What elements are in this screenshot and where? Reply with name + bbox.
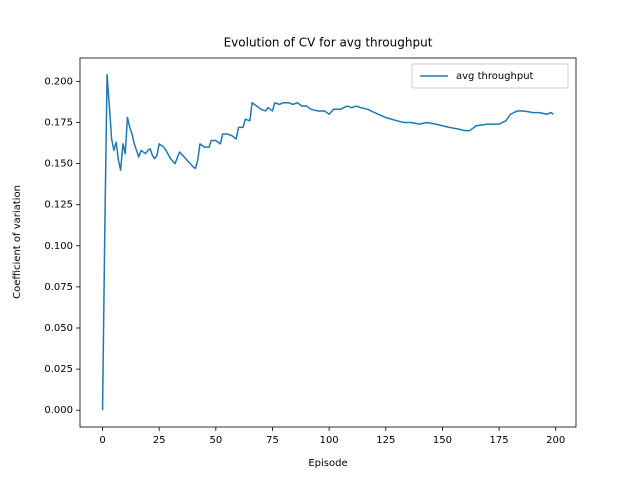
y-tick-label: 0.050 [44, 323, 73, 334]
x-tick-label: 125 [376, 435, 395, 446]
legend-label: avg throughput [456, 71, 534, 82]
x-tick-label: 150 [433, 435, 452, 446]
x-tick-label: 50 [209, 435, 222, 446]
y-tick-label: 0.175 [44, 117, 73, 128]
y-tick-label: 0.150 [44, 159, 73, 170]
x-tick-label: 100 [320, 435, 339, 446]
y-tick-label: 0.200 [44, 76, 73, 87]
y-axis-label: Coefficient of variation [12, 185, 23, 299]
x-tick-label: 0 [99, 435, 105, 446]
x-tick-label: 175 [490, 435, 509, 446]
x-tick-label: 25 [153, 435, 166, 446]
axes-frame [79, 57, 577, 428]
y-tick-label: 0.125 [44, 200, 73, 211]
y-tick-label: 0.100 [44, 241, 73, 252]
y-tick-label: 0.025 [44, 364, 73, 375]
x-tick-label: 75 [266, 435, 279, 446]
legend-box [411, 63, 569, 89]
y-tick-label: 0.075 [44, 282, 73, 293]
x-axis-label: Episode [308, 458, 347, 469]
data-line [101, 74, 554, 411]
y-tick-label: 0.000 [44, 405, 73, 416]
x-tick-label: 200 [546, 435, 565, 446]
chart-title: Evolution of CV for avg throughput [224, 36, 433, 50]
